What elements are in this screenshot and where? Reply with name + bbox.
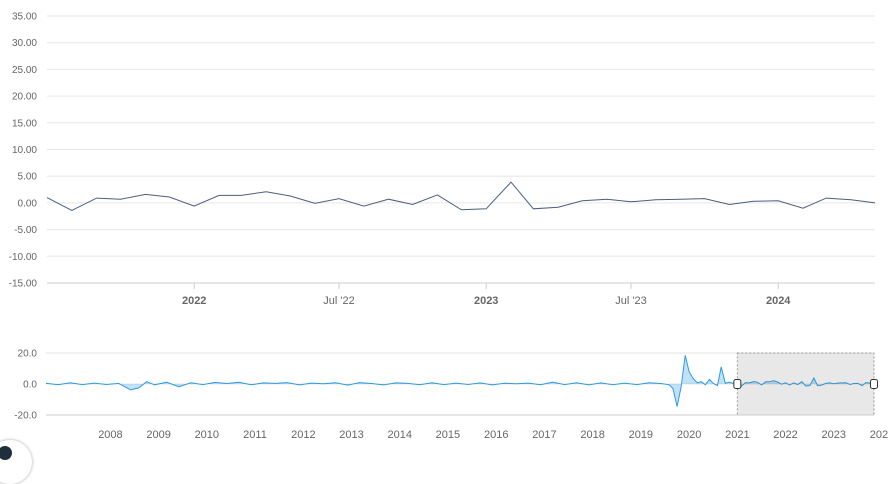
main-y-tick-label: 0.00 xyxy=(18,198,38,209)
navigator-x-tick-label: 2012 xyxy=(291,429,315,441)
navigator-x-tick-label: 2014 xyxy=(387,429,411,441)
main-y-tick-label: 35.00 xyxy=(12,12,37,23)
main-x-axis: 2022 Jul '22 2023 Jul '23 2024 xyxy=(182,283,791,307)
chart-root: 35.00 30.00 25.00 20.00 15.00 10.00 5.00 0.00 -5… xyxy=(9,12,888,442)
main-x-tick-label: 2024 xyxy=(766,295,791,307)
navigator-y-tick-label: 20.0 xyxy=(18,349,38,360)
main-grid xyxy=(47,15,875,284)
navigator-selection-window[interactable] xyxy=(736,352,875,416)
navigator-x-tick-label: 2023 xyxy=(821,429,845,441)
navigator-y-tick-label: -20.0 xyxy=(14,411,37,422)
navigator-x-tick-label: 2022 xyxy=(773,429,797,441)
navigator-x-tick-label: 2013 xyxy=(339,429,363,441)
main-y-tick-label: 15.00 xyxy=(12,118,37,129)
main-x-tick-label: Jul '22 xyxy=(323,295,354,307)
navigator-x-tick-label: 2011 xyxy=(243,429,267,441)
main-x-tick-label: Jul '23 xyxy=(615,295,646,307)
navigator-x-tick-label: 2009 xyxy=(146,429,170,441)
main-y-tick-label: 30.00 xyxy=(12,38,37,49)
main-x-tick-label: 2022 xyxy=(182,295,206,307)
main-y-tick-label: 20.00 xyxy=(12,92,37,103)
navigator-series-line xyxy=(45,355,875,407)
navigator-x-tick-label: 2015 xyxy=(436,429,460,441)
chat-bubble-icon xyxy=(0,446,12,460)
navigator[interactable]: 20.0 0.0 -20.0 2008 2009 2010 2011 2012 2013 201… xyxy=(14,349,888,442)
main-y-tick-label: -5.00 xyxy=(14,225,37,236)
navigator-x-tick-label: 2010 xyxy=(195,429,219,441)
navigator-x-tick-label: 2016 xyxy=(484,429,508,441)
navigator-handle-left[interactable] xyxy=(733,379,742,389)
navigator-x-axis: 2008 2009 2010 2011 2012 2013 2014 2015 2016 2017… xyxy=(98,429,888,441)
navigator-y-tick-label: 0.0 xyxy=(23,380,37,391)
main-y-tick-label: 10.00 xyxy=(12,145,37,156)
main-y-tick-label: -10.00 xyxy=(9,252,38,263)
main-y-tick-label: 25.00 xyxy=(12,65,37,76)
navigator-x-tick-label: 2019 xyxy=(629,429,653,441)
main-series-points xyxy=(46,181,876,212)
main-y-axis: 35.00 30.00 25.00 20.00 15.00 10.00 5.00 0.00 -5… xyxy=(9,12,38,290)
navigator-x-tick-label: 2020 xyxy=(677,429,701,441)
navigator-x-tick-label: 2008 xyxy=(98,429,122,441)
main-x-tick-label: 2023 xyxy=(474,295,498,307)
main-chart: 35.00 30.00 25.00 20.00 15.00 10.00 5.00 0.00 -5… xyxy=(9,12,876,307)
navigator-x-tick-label: 2018 xyxy=(580,429,604,441)
main-series-line xyxy=(46,181,876,211)
navigator-x-tick-label: 2024 xyxy=(870,429,888,441)
main-y-tick-label: -15.00 xyxy=(9,279,38,290)
navigator-y-axis: 20.0 0.0 -20.0 xyxy=(14,349,37,422)
main-y-tick-label: 5.00 xyxy=(18,172,38,183)
navigator-x-tick-label: 2017 xyxy=(532,429,556,441)
navigator-x-tick-label: 2021 xyxy=(725,429,749,441)
navigator-handle-right[interactable] xyxy=(870,379,878,389)
